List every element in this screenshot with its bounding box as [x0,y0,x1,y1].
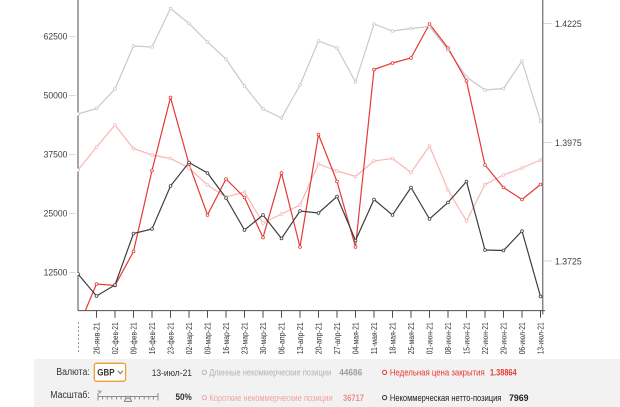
svg-text:Некоммерческая нетто-позиция: Некоммерческая нетто-позиция [390,393,502,403]
svg-text:20-апр-21: 20-апр-21 [315,322,324,354]
svg-text:09-мар-21: 09-мар-21 [204,322,213,354]
svg-text:1.38864: 1.38864 [490,367,517,377]
svg-text:26-янв-21: 26-янв-21 [93,322,102,354]
svg-text:44686: 44686 [339,367,362,377]
svg-text:06-июл-21: 06-июл-21 [518,322,527,354]
svg-text:16-мар-21: 16-мар-21 [222,322,231,354]
svg-text:06-апр-21: 06-апр-21 [278,322,287,354]
svg-text:Недельная цена закрытия: Недельная цена закрытия [390,367,485,377]
svg-text:11-мая-21: 11-мая-21 [370,322,379,354]
svg-text:1.3975: 1.3975 [555,138,582,148]
svg-text:29-июн-21: 29-июн-21 [500,322,509,354]
svg-text:25-мая-21: 25-мая-21 [407,322,416,354]
svg-text:15-июн-21: 15-июн-21 [463,322,472,354]
svg-text:62500: 62500 [44,32,68,42]
svg-text:36717: 36717 [343,393,364,403]
svg-text:13-июл-21: 13-июл-21 [537,322,546,354]
svg-text:23-мар-21: 23-мар-21 [241,322,250,354]
svg-text:02-фев-21: 02-фев-21 [111,322,120,354]
svg-text:Короткие некоммерческие позици: Короткие некоммерческие позиции [209,393,333,403]
svg-text:Длинные некоммерческие позиции: Длинные некоммерческие позиции [209,367,331,377]
svg-text:50%: 50% [176,392,192,402]
svg-text:37500: 37500 [44,150,68,160]
svg-text:18-мая-21: 18-мая-21 [389,322,398,354]
svg-text:25000: 25000 [44,209,68,219]
svg-text:Масштаб:: Масштаб: [50,389,90,401]
svg-text:08-июн-21: 08-июн-21 [444,322,453,354]
svg-text:50000: 50000 [44,91,68,101]
svg-text:12500: 12500 [44,268,68,278]
svg-text:23-фев-21: 23-фев-21 [167,322,176,354]
svg-text:01-июн-21: 01-июн-21 [426,322,435,354]
svg-text:27-апр-21: 27-апр-21 [333,322,342,354]
svg-text:13-июл-21: 13-июл-21 [152,368,192,379]
svg-text:09-фев-21: 09-фев-21 [130,322,139,354]
svg-text:16-фев-21: 16-фев-21 [148,322,157,354]
svg-text:22-июн-21: 22-июн-21 [481,322,490,354]
svg-text:30-мар-21: 30-мар-21 [259,322,268,354]
svg-text:02-мар-21: 02-мар-21 [185,322,194,354]
svg-text:13-апр-21: 13-апр-21 [296,322,305,354]
svg-text:1.3725: 1.3725 [555,257,582,267]
svg-text:7969: 7969 [509,393,529,403]
svg-text:04-мая-21: 04-мая-21 [352,322,361,354]
svg-text:1.4225: 1.4225 [555,19,582,29]
svg-text:GBP: GBP [97,368,114,378]
svg-text:Валюта:: Валюта: [56,367,90,378]
